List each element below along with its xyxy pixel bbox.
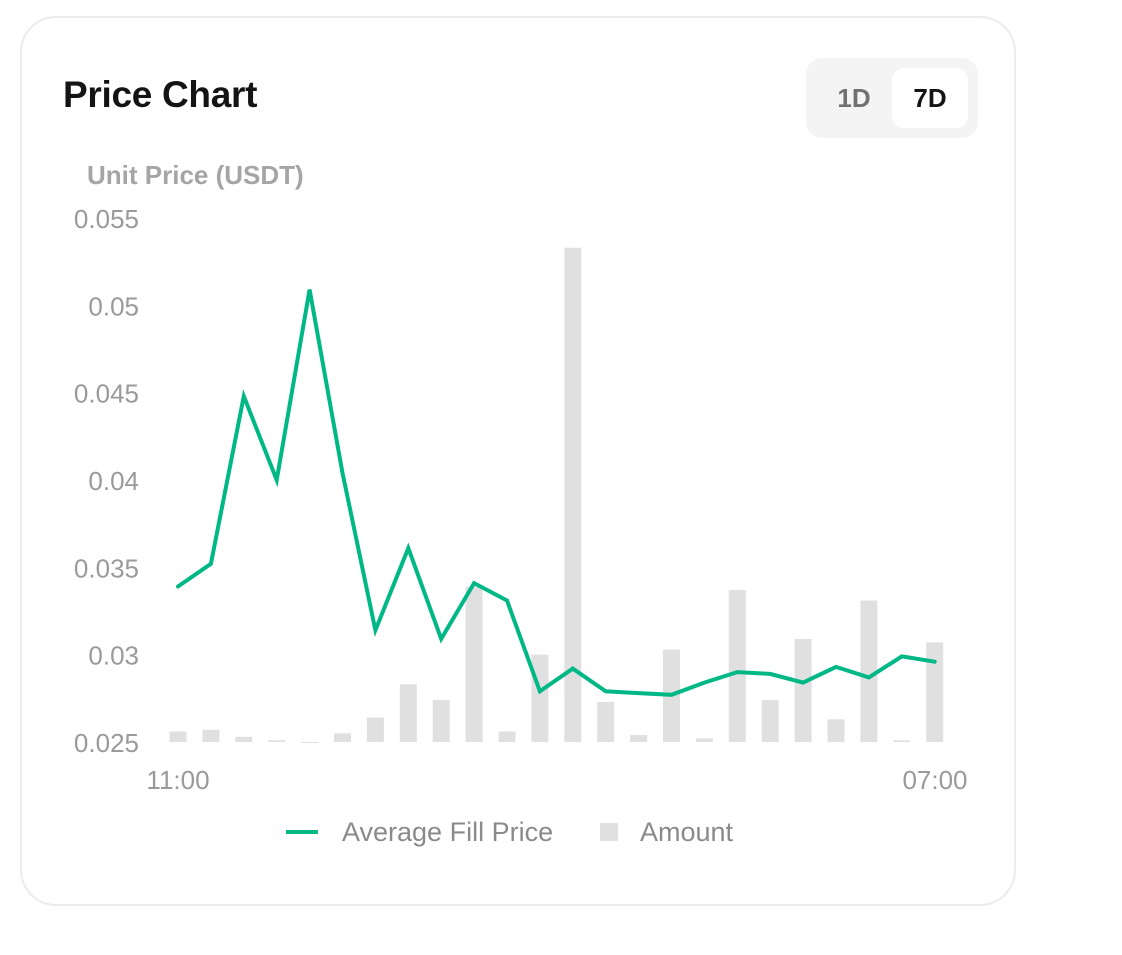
amount-bar <box>926 642 944 742</box>
y-tick-label: 0.025 <box>74 728 139 758</box>
amount-bar <box>564 247 582 742</box>
amount-bar <box>498 731 516 742</box>
amount-bar <box>465 586 483 742</box>
y-tick-label: 0.055 <box>74 204 139 234</box>
amount-bar <box>301 742 319 743</box>
card-title: Price Chart <box>63 74 258 115</box>
y-tick-label: 0.04 <box>88 466 139 496</box>
average-fill-price-line <box>176 289 937 697</box>
price-chart-card: Price Chart 1D 7D <box>20 16 1016 906</box>
y-tick-label: 0.03 <box>88 641 139 671</box>
x-tick-label: 07:00 <box>902 765 967 795</box>
legend-label-amount: Amount <box>640 817 734 847</box>
square-swatch-icon <box>600 823 618 841</box>
y-tick-label: 0.045 <box>74 379 139 409</box>
y-axis: 0.055 0.05 0.045 0.04 0.035 0.03 0.025 <box>74 204 139 758</box>
legend: Average Fill Price Amount <box>286 817 734 847</box>
amount-bar <box>860 600 878 742</box>
amount-bar <box>794 638 812 742</box>
y-tick-label: 0.05 <box>88 291 139 321</box>
range-toggle: 1D 7D <box>806 58 978 138</box>
amount-bar <box>695 738 713 742</box>
amount-bar <box>399 684 417 742</box>
amount-bar <box>761 700 779 742</box>
amount-bar <box>728 590 746 742</box>
amount-bar <box>202 729 220 742</box>
amount-bars <box>169 247 944 743</box>
amount-bar <box>334 733 351 742</box>
x-tick-label: 11:00 <box>146 765 209 795</box>
amount-bar <box>268 740 286 742</box>
tab-7d[interactable]: 7D <box>892 68 968 128</box>
amount-bar <box>366 717 384 742</box>
amount-bar <box>630 735 648 742</box>
amount-bar <box>169 731 187 742</box>
y-axis-label: Unit Price (USDT) <box>87 160 304 190</box>
y-tick-label: 0.035 <box>74 553 139 583</box>
amount-bar <box>597 701 615 742</box>
x-axis: 11:00 07:00 <box>146 765 967 795</box>
amount-bar <box>827 719 845 742</box>
amount-bar <box>531 654 549 742</box>
tab-1d[interactable]: 1D <box>837 82 871 113</box>
amount-bar <box>432 700 450 742</box>
amount-bar <box>893 740 911 742</box>
legend-label-average-fill-price: Average Fill Price <box>342 817 553 847</box>
amount-bar <box>235 736 253 742</box>
